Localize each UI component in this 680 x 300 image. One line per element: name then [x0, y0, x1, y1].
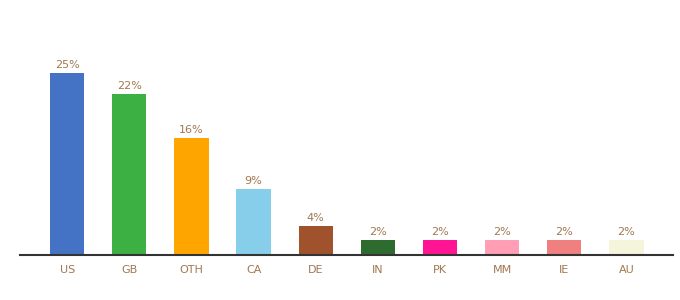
Text: 4%: 4%	[307, 213, 324, 223]
Text: 9%: 9%	[245, 176, 262, 186]
Text: 2%: 2%	[556, 227, 573, 238]
Bar	[547, 240, 581, 255]
Text: 2%: 2%	[493, 227, 511, 238]
Bar	[299, 226, 333, 255]
Bar	[50, 73, 84, 255]
Text: 25%: 25%	[55, 60, 80, 70]
Bar	[485, 240, 520, 255]
Text: 2%: 2%	[431, 227, 449, 238]
Bar	[361, 240, 395, 255]
Bar	[174, 138, 209, 255]
Bar	[112, 94, 146, 255]
Text: 2%: 2%	[369, 227, 387, 238]
Text: 22%: 22%	[117, 82, 141, 92]
Bar	[609, 240, 643, 255]
Bar	[237, 189, 271, 255]
Text: 16%: 16%	[179, 125, 204, 135]
Bar	[423, 240, 457, 255]
Text: 2%: 2%	[617, 227, 635, 238]
